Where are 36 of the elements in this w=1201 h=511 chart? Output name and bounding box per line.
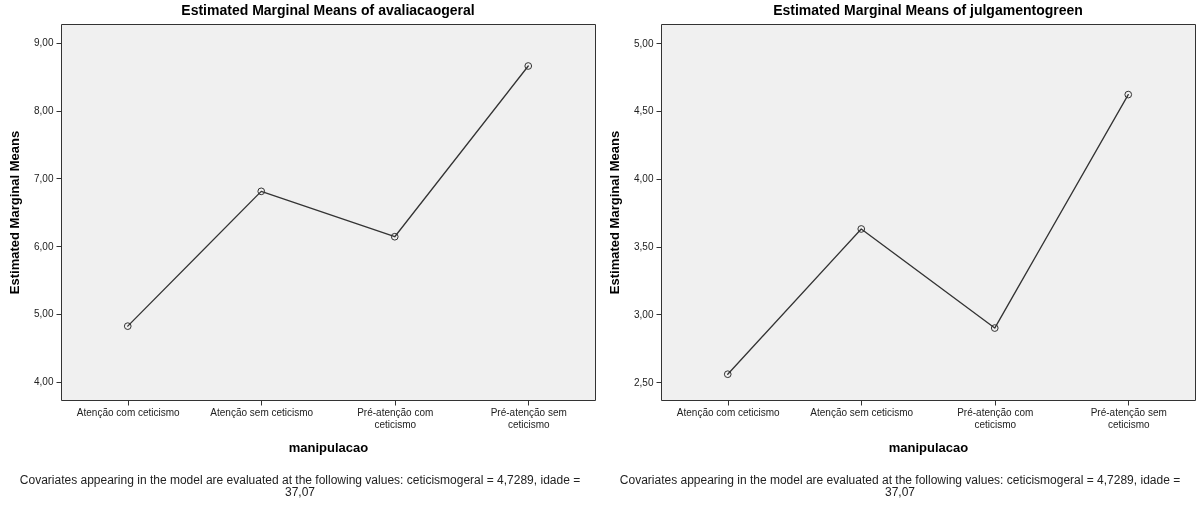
x-tick-label: Pré-atenção sem ceticismo xyxy=(490,406,567,430)
y-tick-label: 8,00 xyxy=(34,105,54,117)
point xyxy=(257,187,266,196)
text: Covariates appearing in the model are evaluated at the following values: ceticismogeral = 4,7289, idade = 37,07 xyxy=(618,473,1182,499)
point xyxy=(524,62,533,70)
y-axis-title: Estimated Marginal Means xyxy=(7,130,23,295)
y-tick-label: 5,00 xyxy=(34,308,54,320)
point xyxy=(1124,90,1133,99)
y-tick-label: 3,00 xyxy=(634,308,654,320)
x-tick-label: Atenção sem ceticismo xyxy=(810,406,914,418)
chart-title: Estimated Marginal Means of julgamentogreen xyxy=(773,2,1083,18)
point xyxy=(857,225,866,233)
x-tick-label: Pré-atenção com ceticismo xyxy=(357,406,434,430)
y-tick-label: 4,00 xyxy=(634,173,654,185)
y-tick-label: 2,50 xyxy=(634,376,654,388)
y-axis-title: Estimated Marginal Means xyxy=(607,130,623,295)
y-tick-label: 4,50 xyxy=(634,105,654,117)
y-tick-label: 9,00 xyxy=(34,37,54,49)
y-tick-label: 7,00 xyxy=(34,172,54,184)
point xyxy=(390,232,399,241)
y-tick-label: 3,50 xyxy=(634,241,654,253)
point xyxy=(123,322,132,330)
text: Covariates appearing in the model are evaluated at the following values: ceticismogeral = 4,7289, idade = 37,07 xyxy=(18,473,582,499)
x-axis-title: manipulacao xyxy=(288,439,369,455)
x-tick-label: Atenção com ceticismo xyxy=(676,406,781,418)
x-axis-title: manipulacao xyxy=(888,439,969,455)
x-tick-label: Pré-atenção sem ceticismo xyxy=(1090,406,1167,430)
point xyxy=(990,324,999,332)
y-tick-label: 6,00 xyxy=(34,240,54,252)
point xyxy=(723,370,732,379)
chart-title: Estimated Marginal Means of avaliacaogeral xyxy=(181,2,475,18)
y-tick-label: 4,00 xyxy=(34,376,54,388)
x-tick-label: Atenção com ceticismo xyxy=(76,406,181,418)
x-tick-label: Atenção sem ceticismo xyxy=(210,406,314,418)
y-tick-label: 5,00 xyxy=(634,37,654,49)
x-tick-label: Pré-atenção com ceticismo xyxy=(957,406,1034,430)
